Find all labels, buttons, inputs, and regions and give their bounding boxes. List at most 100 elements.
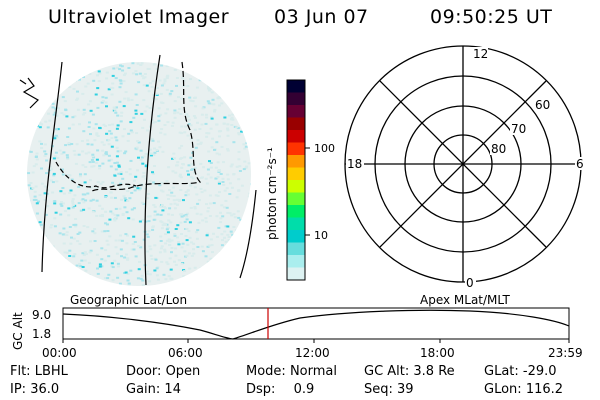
- uv-pixel: [155, 68, 159, 70]
- uv-pixel: [51, 86, 55, 89]
- uv-pixel: [226, 129, 230, 132]
- uv-pixel: [213, 77, 217, 80]
- uv-pixel: [78, 78, 81, 81]
- uv-pixel: [210, 116, 213, 119]
- uv-pixel: [30, 71, 34, 74]
- uv-pixel: [71, 123, 75, 126]
- boundary-line: [55, 161, 137, 189]
- uv-pixel: [96, 135, 100, 137]
- uv-pixel: [71, 116, 75, 119]
- uv-pixel: [72, 64, 76, 67]
- uv-pixel: [102, 143, 106, 146]
- uv-pixel: [165, 228, 169, 231]
- uv-pixel: [51, 191, 55, 194]
- uv-pixel: [76, 277, 80, 280]
- uv-pixel: [230, 232, 234, 235]
- uv-pixel: [27, 184, 31, 187]
- uv-pixel: [105, 77, 109, 80]
- uv-pixel: [101, 100, 105, 103]
- uv-pixel: [107, 154, 111, 157]
- uv-pixel: [116, 214, 120, 217]
- mlt-label-0: 0: [466, 276, 474, 290]
- uv-pixel: [160, 227, 164, 230]
- uv-pixel: [160, 181, 164, 184]
- uv-pixel: [64, 144, 68, 147]
- uv-pixel: [227, 267, 231, 270]
- uv-pixel: [193, 73, 197, 76]
- uv-pixel: [127, 217, 131, 220]
- uv-pixel: [91, 153, 95, 156]
- uv-pixel: [159, 240, 163, 242]
- uv-pixel: [37, 120, 41, 123]
- uv-pixel: [125, 242, 129, 245]
- uv-pixel: [180, 233, 183, 235]
- uv-pixel: [124, 253, 128, 256]
- uv-pixel: [206, 260, 210, 263]
- uv-pixel: [165, 65, 169, 68]
- uv-pixel: [210, 244, 214, 247]
- uv-pixel: [30, 232, 34, 235]
- uv-pixel: [134, 112, 138, 115]
- uv-pixel: [217, 182, 221, 185]
- uv-pixel: [65, 234, 69, 237]
- uv-pixel: [66, 156, 70, 159]
- uv-pixel: [111, 279, 115, 282]
- uv-pixel: [27, 209, 31, 212]
- uv-pixel: [82, 201, 86, 204]
- uv-pixel: [61, 168, 64, 171]
- uv-pixel: [38, 270, 42, 273]
- uv-pixel: [231, 84, 235, 87]
- uv-pixel: [230, 124, 234, 126]
- uv-pixel: [241, 258, 245, 260]
- uv-pixel: [42, 86, 46, 89]
- uv-pixel: [74, 162, 78, 165]
- uv-pixel: [83, 112, 87, 114]
- uv-pixel: [71, 204, 75, 207]
- uv-pixel: [46, 86, 50, 89]
- uv-pixel: [196, 143, 200, 146]
- uv-pixel: [194, 146, 198, 149]
- uv-pixel: [151, 80, 155, 83]
- uv-pixel: [186, 134, 190, 137]
- uv-pixel: [220, 244, 224, 247]
- uv-pixel: [61, 173, 65, 176]
- uv-pixel: [53, 111, 57, 114]
- uv-pixel: [146, 197, 150, 200]
- uv-pixel: [176, 224, 180, 227]
- uv-pixel: [62, 270, 66, 273]
- uv-pixel: [200, 76, 204, 79]
- uv-pixel: [233, 240, 237, 243]
- uv-pixel: [162, 222, 166, 225]
- uv-pixel: [246, 223, 250, 226]
- meridian-line: [239, 189, 257, 279]
- uv-pixel: [237, 178, 241, 181]
- uv-pixel: [139, 277, 143, 280]
- uv-pixel: [208, 194, 212, 197]
- uv-pixel: [165, 77, 169, 80]
- uv-pixel: [81, 193, 85, 196]
- uv-pixel: [86, 82, 90, 85]
- uv-pixel: [169, 268, 173, 271]
- uv-pixel: [215, 141, 219, 144]
- uv-pixel: [227, 236, 231, 238]
- uv-pixel: [173, 116, 177, 119]
- uv-pixel: [193, 207, 197, 210]
- uv-pixel: [83, 259, 87, 262]
- uv-pixel: [194, 96, 197, 99]
- uv-pixel: [90, 143, 94, 146]
- uv-pixel: [144, 220, 148, 223]
- uv-pixel: [170, 239, 174, 242]
- uv-pixel: [106, 243, 110, 246]
- uv-pixel: [91, 155, 95, 158]
- uv-pixel: [62, 242, 66, 245]
- uv-pixel: [66, 136, 70, 138]
- uv-pixel: [196, 202, 200, 205]
- uv-pixel: [96, 149, 100, 152]
- uv-pixel: [164, 112, 168, 115]
- uv-pixel: [177, 259, 181, 262]
- uv-pixel: [71, 68, 75, 71]
- uv-pixel: [227, 247, 231, 250]
- uv-pixel: [51, 102, 55, 105]
- uv-pixel: [242, 70, 246, 73]
- orbit-y-axis-label: GC Alt: [11, 312, 25, 350]
